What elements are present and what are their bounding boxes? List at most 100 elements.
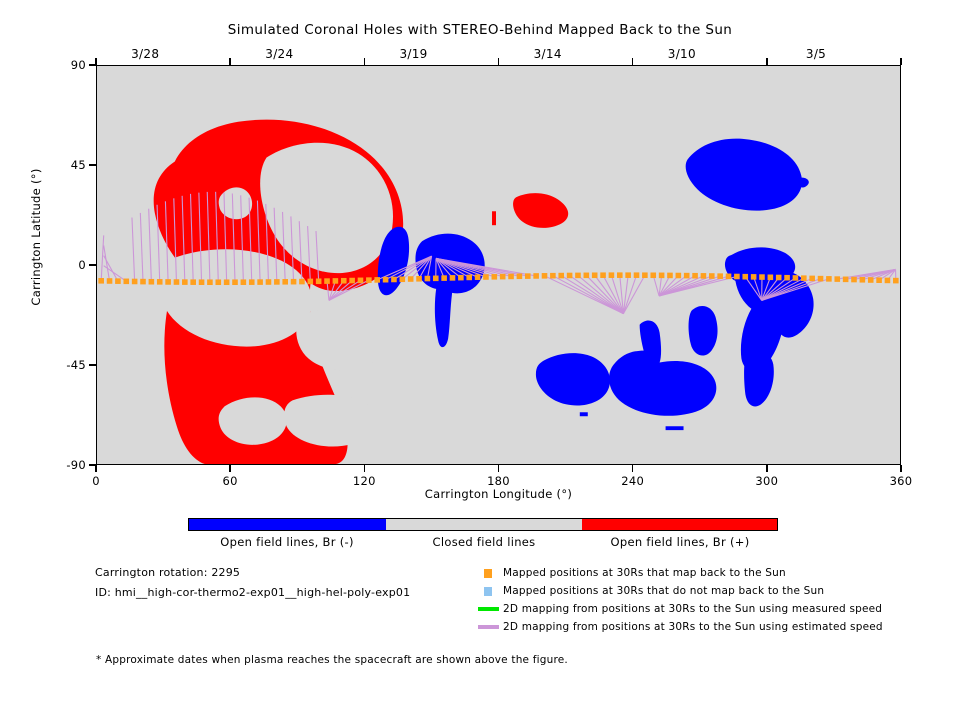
mapped-position-marker	[826, 276, 832, 282]
mapping-line	[410, 255, 432, 280]
x-axis-tick-label: 360	[889, 474, 913, 488]
colorbar-segment	[189, 519, 387, 530]
mapped-position-marker	[658, 272, 665, 279]
top-axis-date-label: 3/19	[399, 47, 428, 61]
mapping-line	[435, 257, 537, 277]
mapped-position-marker	[458, 274, 464, 281]
mapping-line	[206, 191, 211, 283]
mapping-line	[658, 275, 663, 297]
mapped-position-marker	[784, 274, 790, 281]
y-axis-tick	[89, 164, 96, 166]
mapping-line	[619, 275, 624, 314]
mapping-line	[156, 204, 161, 282]
mapped-position-marker	[583, 272, 590, 279]
mapped-position-markers	[98, 272, 899, 286]
mapping-line	[761, 277, 805, 301]
legend-square-icon	[477, 586, 499, 596]
mapping-line	[418, 255, 433, 280]
metadata-block: Carrington rotation: 2295 ID: hmi__high-…	[95, 563, 410, 603]
legend-item: 2D mapping from positions at 30Rs to the…	[477, 618, 883, 636]
x-axis-tick	[95, 465, 97, 472]
mapped-position-marker	[817, 275, 824, 282]
top-axis-date-label: 3/14	[533, 47, 562, 61]
mapped-position-marker	[675, 272, 682, 279]
coronal-hole-map	[98, 119, 899, 464]
mapping-line	[231, 193, 236, 283]
mapping-line	[215, 191, 219, 283]
mapping-legend: Mapped positions at 30Rs that map back t…	[477, 564, 883, 636]
mapped-position-marker	[591, 272, 598, 279]
y-axis-tick	[89, 64, 96, 66]
x-axis-tick	[497, 465, 500, 472]
y-axis-tick-label: -45	[66, 358, 86, 372]
x-axis-title: Carrington Longitude (°)	[424, 487, 573, 501]
mapped-position-marker	[717, 273, 723, 279]
mapping-line	[181, 195, 186, 283]
mapping-line	[435, 257, 470, 278]
mapped-position-marker	[541, 273, 548, 279]
mapped-position-marker	[148, 278, 155, 285]
mapped-position-marker	[315, 278, 322, 285]
mapped-position-marker	[566, 272, 573, 279]
mapped-position-marker	[842, 276, 849, 283]
mapped-position-marker	[223, 279, 230, 286]
mapped-position-marker	[357, 277, 364, 284]
mapped-position-marker	[550, 272, 556, 279]
y-axis-tick	[89, 364, 96, 366]
colorbar-segment	[386, 519, 582, 530]
mapping-line	[290, 216, 295, 282]
mapped-position-marker	[759, 274, 765, 280]
y-axis-tick	[89, 264, 96, 266]
mapped-position-marker	[416, 276, 422, 282]
mapping-line	[435, 258, 453, 279]
mapped-position-marker	[834, 276, 841, 282]
legend-item-label: 2D mapping from positions at 30Rs to the…	[503, 621, 883, 633]
mapped-position-marker	[491, 274, 498, 280]
legend-swatch-shape	[477, 625, 499, 629]
mapped-position-marker	[667, 272, 673, 279]
mapped-position-marker	[332, 278, 339, 284]
mapping-line	[761, 277, 788, 301]
mapped-position-marker	[407, 276, 414, 282]
top-axis-tick	[497, 58, 500, 65]
mapped-position-marker	[608, 272, 615, 278]
colorbar-segment	[581, 519, 777, 530]
mapped-position-marker	[508, 273, 514, 280]
mapped-position-marker	[382, 276, 389, 283]
mapping-line	[393, 255, 432, 280]
mapped-position-marker	[775, 274, 782, 281]
mapped-position-marker	[734, 273, 740, 280]
mapping-line	[328, 280, 353, 301]
mapped-position-marker	[792, 275, 799, 281]
top-axis-tick	[363, 58, 366, 65]
x-axis-tick-label: 240	[621, 474, 645, 488]
mapped-position-marker	[391, 276, 397, 283]
mapped-position-marker	[432, 275, 439, 282]
mapping-line	[100, 235, 105, 281]
mapping-line	[610, 275, 624, 314]
legend-item: Mapped positions at 30Rs that map back t…	[477, 564, 883, 582]
mapped-position-marker	[282, 279, 288, 285]
mapped-position-marker	[642, 272, 648, 279]
mapped-position-marker	[516, 273, 523, 280]
mapping-line	[307, 226, 311, 282]
top-axis-date-label: 3/28	[131, 47, 160, 61]
mapped-position-marker	[274, 279, 280, 285]
mapping-line	[658, 275, 738, 297]
mapping-line	[376, 255, 432, 281]
mapping-line	[328, 279, 370, 301]
mapping-line	[328, 279, 361, 301]
mapping-line	[862, 268, 896, 281]
mapping-line	[602, 274, 624, 314]
mapped-position-marker	[801, 275, 807, 281]
mapping-line	[173, 198, 178, 283]
mapped-position-marker	[207, 279, 213, 286]
mapped-position-marker	[483, 274, 489, 280]
mapped-position-marker	[767, 274, 774, 281]
mapped-position-marker	[625, 272, 631, 278]
mapped-position-marker	[600, 272, 606, 278]
mapped-position-marker	[558, 272, 565, 279]
colorbar-segment-label: Closed field lines	[432, 535, 536, 549]
legend-line-icon	[477, 625, 499, 629]
mapping-line	[401, 255, 432, 280]
